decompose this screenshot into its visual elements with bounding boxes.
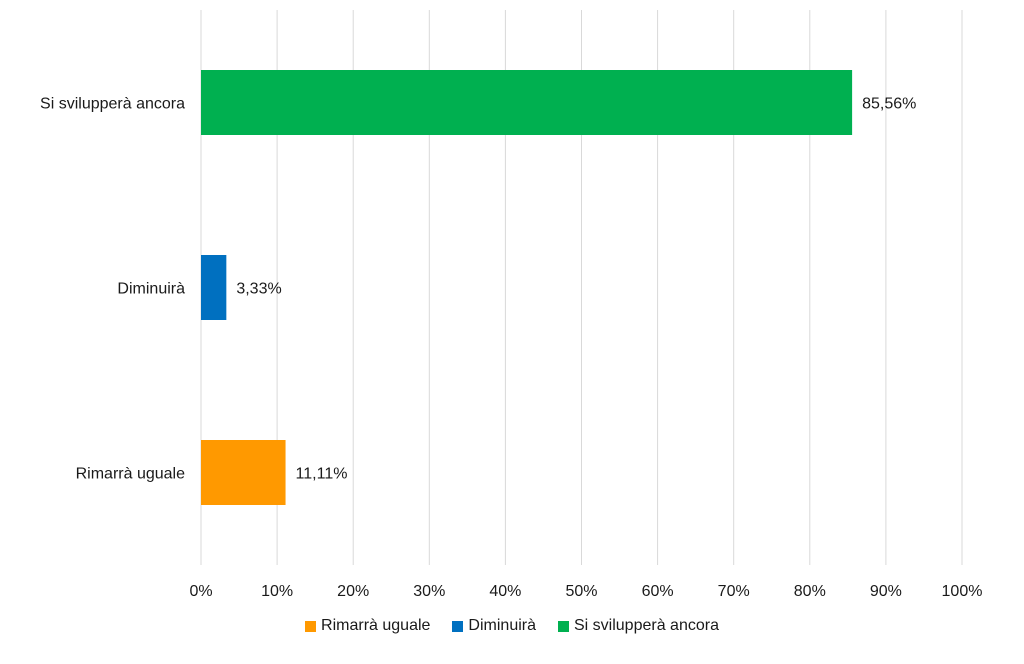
x-tick-label: 50% (565, 583, 597, 600)
x-tick-label: 90% (870, 583, 902, 600)
y-category-label: Si svilupperà ancora (40, 96, 185, 113)
x-tick-label: 20% (337, 583, 369, 600)
x-tick-label: 30% (413, 583, 445, 600)
y-category-label: Rimarrà uguale (76, 466, 185, 483)
x-tick-label: 100% (942, 583, 983, 600)
data-label: 11,11% (296, 466, 348, 483)
x-tick-label: 70% (718, 583, 750, 600)
bar (201, 70, 853, 135)
legend-item-si-sviluppera-ancora: Si svilupperà ancora (558, 617, 719, 635)
legend-swatch-rimarra-uguale (305, 620, 317, 632)
y-category-label: Diminuirà (117, 281, 185, 298)
legend-item-diminuira: Diminuirà (452, 617, 536, 635)
chart-legend: Rimarrà uguale Diminuirà Si svilupperà a… (0, 617, 1024, 635)
bar (201, 440, 286, 505)
bar (201, 255, 227, 320)
legend-swatch-diminuira (452, 620, 464, 632)
x-tick-label: 0% (189, 583, 212, 600)
x-tick-label: 10% (261, 583, 293, 600)
x-tick-label: 40% (489, 583, 521, 600)
legend-item-rimarra-uguale: Rimarrà uguale (305, 617, 430, 635)
legend-label-rimarra-uguale: Rimarrà uguale (321, 617, 431, 634)
legend-label-si-sviluppera-ancora: Si svilupperà ancora (574, 617, 719, 634)
legend-label-diminuira: Diminuirà (468, 617, 536, 634)
data-label: 3,33% (236, 281, 281, 298)
legend-swatch-si-sviluppera-ancora (558, 620, 569, 632)
x-tick-label: 60% (642, 583, 674, 600)
data-label: 85,56% (862, 96, 916, 113)
x-tick-label: 80% (794, 583, 826, 600)
